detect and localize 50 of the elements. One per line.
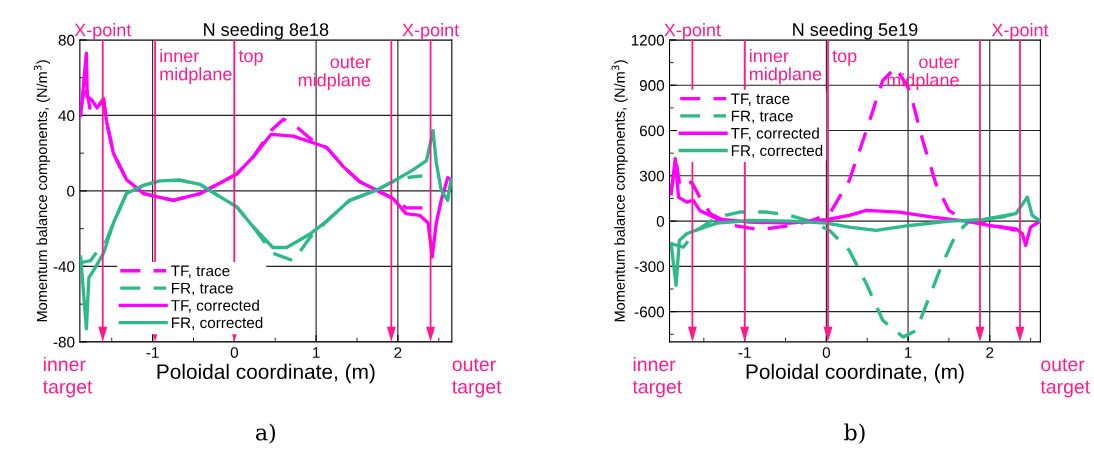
legend-label: FR, corrected [731, 144, 823, 158]
y-tick-label: 600 [639, 125, 665, 137]
legend-label: TF, corrected [730, 127, 819, 141]
y-tick-label: 1200 [631, 34, 665, 46]
x-axis-title: Poloidal coordinate, (m) [157, 363, 375, 384]
legend-label: FR, trace [731, 110, 793, 124]
ref-line-label: X-point [664, 23, 721, 40]
y-tick-label: 0 [656, 215, 665, 227]
x-tick-label: 1 [904, 347, 912, 358]
ref-line-label: X-point [74, 23, 132, 40]
ref-line-label: top [832, 50, 857, 66]
legend-label: FR, trace [171, 282, 233, 296]
text: outer target [452, 358, 502, 398]
text: a) [255, 423, 276, 444]
y-tick-label: 900 [639, 80, 665, 91]
y-tick-label: 300 [639, 170, 665, 182]
text: inner target [632, 356, 683, 398]
legend-label: FR, corrected [171, 316, 263, 330]
y-tick-label: 80 [58, 34, 75, 46]
y-tick-label: 0 [67, 185, 75, 197]
x-tick-label: 2 [986, 347, 994, 358]
chart-title: N seeding 5e19 [793, 22, 918, 40]
x-tick-label: 1 [313, 347, 320, 358]
x-tick-label: -1 [738, 347, 751, 358]
ref-line-label: inner midplane [160, 49, 232, 84]
y-axis-title: Momentum balance components, (N/m$^{3}$) [33, 60, 50, 322]
y-axis-title: Momentum balance components, (N/m$^{3}$) [611, 60, 628, 322]
x-axis-title: Poloidal coordinate, (m) [746, 363, 964, 384]
line-series [79, 128, 452, 331]
legend-label: TF, trace [171, 265, 230, 279]
ref-line-label: X-point [991, 23, 1049, 40]
line-series [79, 51, 452, 259]
y-tick-label: -600 [634, 306, 665, 318]
x-tick-label: 0 [822, 347, 831, 358]
chart-title: N seeding 8e18 [204, 22, 329, 40]
text: b) [844, 423, 865, 444]
ref-line-label: inner midplane [749, 49, 822, 84]
x-tick-label: 0 [230, 347, 239, 358]
y-tick-label: -300 [634, 261, 665, 273]
y-tick-label: 40 [58, 110, 75, 122]
legend-label: TF, trace [730, 93, 790, 106]
y-tick-label: -80 [53, 336, 75, 348]
legend-label: TF, corrected [171, 299, 259, 313]
text: outer target [1040, 358, 1090, 398]
ref-line-label: top [238, 50, 263, 66]
x-tick-label: 2 [394, 347, 402, 358]
x-tick-label: -1 [146, 347, 159, 358]
ref-line-label: X-point [402, 23, 460, 40]
y-tick-label: -40 [53, 261, 75, 273]
text: inner target [42, 356, 93, 398]
